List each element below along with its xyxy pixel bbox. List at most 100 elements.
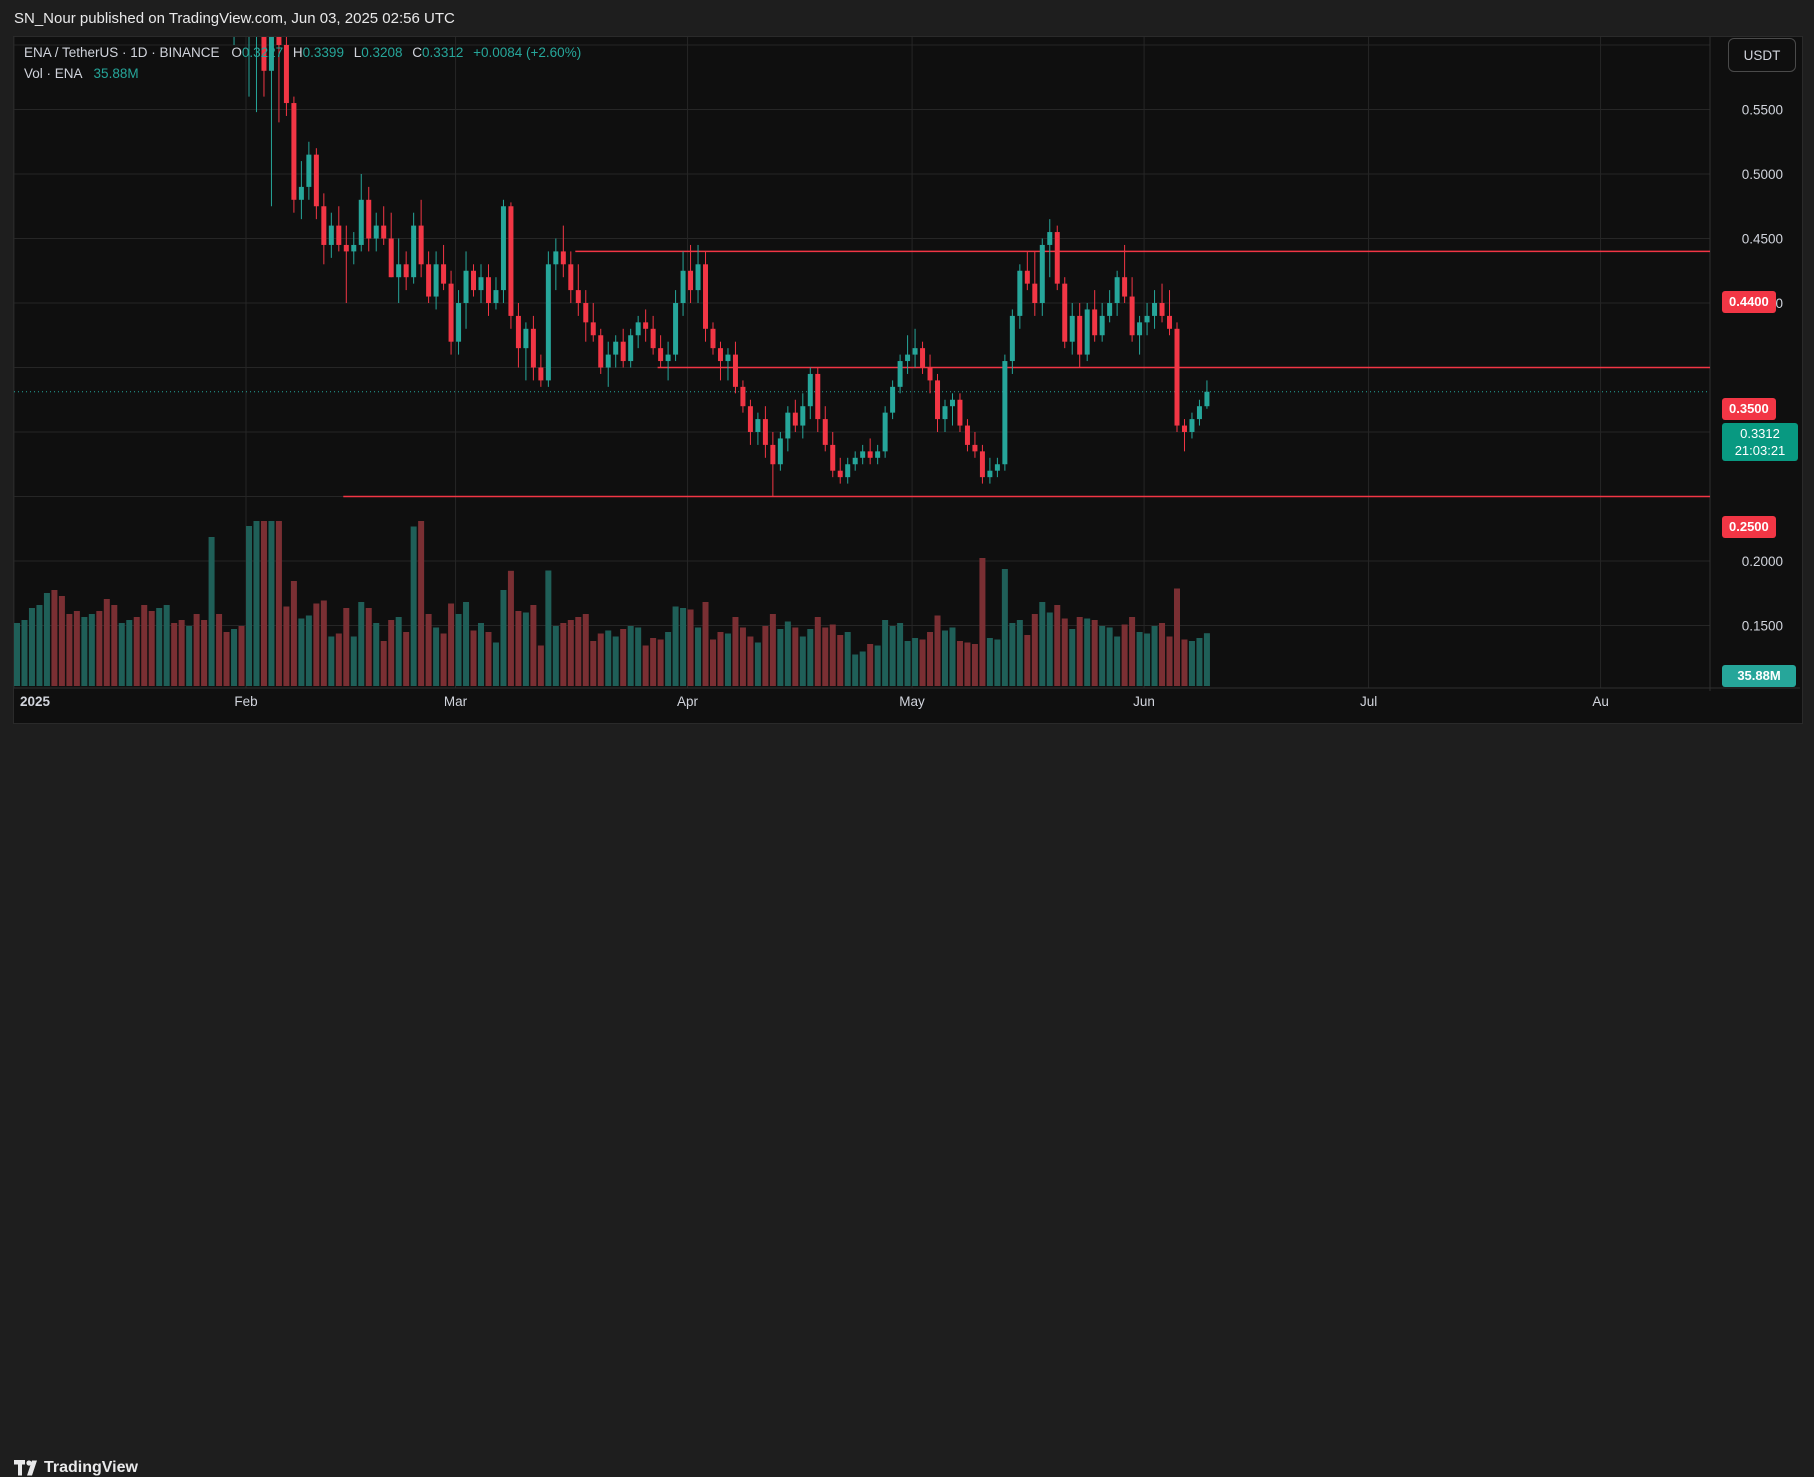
volume-bar (373, 623, 380, 686)
candle-up (942, 406, 948, 420)
candle-up (905, 354, 911, 362)
volume-bar (956, 641, 963, 686)
volume-bar (201, 620, 208, 686)
price-level-tag-025: 0.2500 (1722, 516, 1776, 538)
volume-bar (919, 639, 926, 686)
volume-bar (350, 636, 357, 686)
volume-bar (133, 617, 140, 686)
volume-bar (837, 635, 844, 686)
candle-up (897, 361, 903, 387)
tradingview-logo[interactable]: TradingView (14, 1459, 138, 1477)
candle-up (1017, 270, 1023, 316)
volume-bar (1016, 620, 1023, 686)
candle-up (1196, 406, 1202, 420)
candle-up (232, 6, 237, 19)
volume-bar (710, 639, 716, 686)
current-price-tag: 0.3312 21:03:21 (1722, 423, 1798, 461)
candle-up (777, 438, 783, 465)
publisher-bar: SN_Nour published on TradingView.com, Ju… (0, 0, 1814, 38)
candle-up (807, 373, 813, 407)
candle-down (1174, 328, 1180, 426)
volume-bar (463, 602, 470, 686)
legend-high-value: 0.3399 (302, 45, 344, 60)
volume-bar (777, 629, 784, 686)
volume-bar (844, 632, 851, 686)
volume-bar (410, 526, 417, 686)
volume-bar (66, 614, 73, 686)
candle-down (979, 451, 985, 478)
candle-up (493, 290, 499, 303)
candle-up (433, 264, 439, 297)
volume-bar (1031, 614, 1038, 686)
candle-down (1167, 315, 1173, 329)
volume-bar (156, 608, 163, 686)
chart-frame[interactable] (13, 36, 1803, 724)
candle-up (1084, 309, 1090, 355)
candle-down (291, 103, 297, 200)
candle-up (411, 225, 417, 278)
volume-bar (807, 629, 814, 686)
volume-bar (403, 632, 410, 686)
candle-up (1039, 244, 1045, 303)
candle-down (485, 277, 491, 303)
volume-bar (148, 611, 155, 686)
y-tick-label: 0.5500 (1742, 103, 1783, 118)
volume-bar (268, 521, 275, 686)
volume-bar (986, 638, 993, 686)
volume-bar (126, 620, 133, 686)
tradingview-brand: TradingView (44, 1459, 138, 1476)
volume-bar (1091, 620, 1098, 686)
volume-bar (43, 593, 50, 686)
candle-up (673, 303, 679, 355)
legend-low-label: L (353, 45, 362, 60)
candle-up (1107, 303, 1113, 316)
candle-up (695, 264, 701, 291)
candle-down (1024, 270, 1030, 284)
gridlines (13, 37, 1710, 688)
volume-bar (335, 633, 342, 686)
legend-close-label: C (412, 45, 423, 60)
volume-bar (754, 642, 761, 686)
volume-bar (657, 639, 664, 686)
volume-bar (193, 614, 200, 686)
candle-up (500, 206, 506, 291)
volume-bar (680, 608, 687, 686)
candle-up (351, 244, 357, 252)
price-level-tag-044: 0.4400 (1722, 291, 1776, 313)
x-tick-label: Feb (234, 694, 257, 709)
volume-bar (695, 627, 702, 686)
legend-symbol[interactable]: ENA / TetherUS · 1D · BINANCE (24, 45, 220, 60)
volume-bar (163, 605, 170, 686)
volume-bar (118, 623, 125, 686)
legend-volume-label[interactable]: Vol · ENA (24, 66, 82, 81)
volume-bar (1106, 627, 1113, 686)
volume-bar (552, 626, 559, 686)
volume-bar (1076, 617, 1083, 686)
volume-bar (560, 623, 567, 686)
y-tick-label: 0.5000 (1742, 167, 1783, 182)
chart-canvas[interactable]: 0.60000.55000.50000.45000.40000.30000.20… (0, 0, 1814, 766)
x-tick-label: Au (1592, 694, 1609, 709)
candle-down (388, 238, 394, 278)
volume-bar (971, 644, 978, 686)
candle-up (1009, 315, 1015, 362)
volume-tag: 35.88M (1722, 665, 1796, 687)
candle-down (1129, 296, 1135, 336)
volume-bar (178, 620, 185, 686)
volume-bar (1196, 638, 1203, 686)
volume-bar (1054, 605, 1061, 686)
candle-down (935, 380, 941, 420)
volume-bar (328, 636, 335, 686)
candle-up (628, 335, 634, 362)
candle-down (224, 6, 229, 19)
volume-bar (724, 633, 731, 686)
candle-down (321, 206, 327, 245)
volume-bar (627, 626, 634, 686)
currency-button[interactable]: USDT (1728, 38, 1796, 72)
candle-up (1114, 277, 1120, 303)
candle-down (217, 0, 222, 6)
volume-bar (799, 636, 806, 686)
volume-bar (1024, 635, 1031, 686)
candle-down (762, 419, 768, 445)
candle-up (1144, 315, 1150, 323)
